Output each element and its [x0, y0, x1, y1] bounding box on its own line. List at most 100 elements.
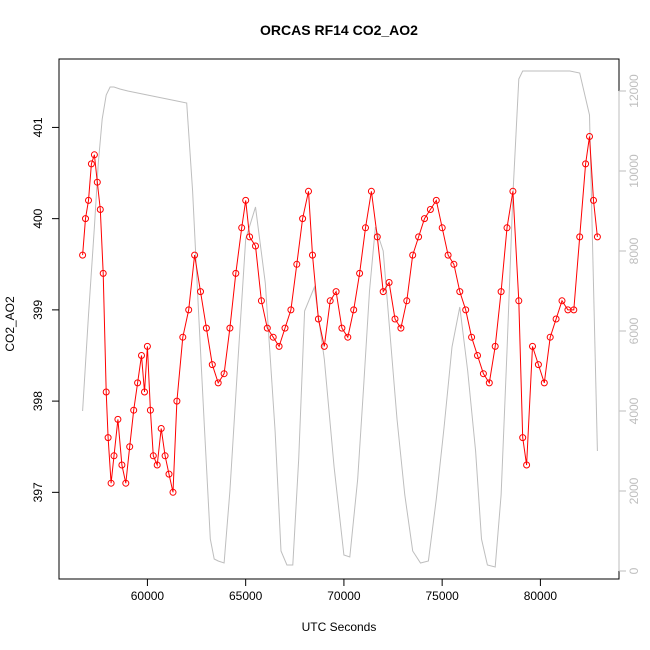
data-point [529, 342, 536, 350]
data-point [373, 233, 381, 241]
y2-tick-label: 8000 [627, 237, 641, 264]
axes-group: 60000 65000 70000 75000 80000397398399400401… [31, 74, 641, 603]
data-point [202, 324, 210, 332]
data-point [326, 297, 334, 305]
data-point [332, 288, 340, 296]
y-tick-label: 397 [31, 482, 45, 502]
y2-tick-label: 10000 [627, 154, 641, 188]
data-point [169, 488, 177, 496]
chart-title: ORCAS RF14 CO2_AO2 [260, 22, 418, 38]
data-point [161, 452, 169, 460]
data-point [485, 379, 493, 387]
data-point [438, 224, 446, 232]
data-point [450, 260, 458, 268]
secondary-series-line [82, 70, 598, 568]
data-point [138, 352, 145, 359]
data-point [403, 297, 411, 305]
data-point [320, 342, 328, 350]
data-point [344, 333, 352, 341]
data-point [523, 461, 531, 469]
data-point [444, 251, 452, 259]
data-point [576, 233, 584, 241]
data-point [479, 370, 487, 378]
data-point [93, 178, 101, 186]
data-point [153, 461, 161, 469]
primary-series-line [82, 136, 598, 493]
plot-frame [58, 58, 620, 580]
data-point [356, 269, 364, 277]
data-point [126, 443, 134, 451]
data-point [287, 306, 295, 314]
y-tick-label: 399 [31, 300, 45, 320]
data-point [96, 206, 104, 213]
x-tick-label: 70000 [327, 589, 361, 603]
y2-tick-label: 12000 [627, 74, 641, 108]
data-point [275, 342, 283, 350]
data-point [149, 452, 157, 460]
data-point [409, 251, 417, 259]
data-point [208, 361, 216, 369]
data-point [102, 388, 110, 396]
data-point [87, 160, 95, 168]
data-point [246, 233, 254, 241]
data-point [593, 233, 601, 241]
data-point [362, 224, 369, 232]
data-point [586, 133, 593, 140]
data-point [350, 306, 358, 314]
data-point [269, 333, 277, 341]
data-point [309, 251, 316, 259]
data-point [220, 370, 228, 378]
data-point [391, 315, 399, 323]
data-point [590, 196, 597, 204]
data-point [104, 434, 112, 442]
data-point [293, 260, 301, 268]
data-point [314, 315, 322, 323]
data-point [462, 306, 470, 314]
x-tick-label: 75000 [425, 589, 459, 603]
data-point [534, 361, 542, 369]
data-point [519, 434, 527, 442]
data-point [99, 269, 107, 277]
data-point [385, 279, 393, 286]
y2-tick-label: 0 [627, 567, 641, 574]
x-tick-label: 80000 [524, 589, 558, 603]
data-point [552, 315, 560, 323]
data-point [90, 151, 98, 159]
data-point [107, 479, 115, 487]
data-point [491, 342, 499, 350]
data-point [232, 269, 240, 277]
y2-tick-label: 2000 [627, 477, 641, 504]
data-point [509, 187, 517, 195]
data-point [134, 379, 142, 387]
x-tick-label: 60000 [131, 589, 165, 603]
data-point [456, 288, 464, 296]
data-point [118, 461, 126, 469]
data-point [191, 251, 199, 259]
data-point [173, 397, 181, 405]
data-point [114, 415, 122, 423]
y2-tick-label: 4000 [627, 397, 641, 424]
data-point [238, 224, 246, 232]
data-point [379, 288, 387, 296]
data-point [157, 425, 165, 432]
data-point [179, 333, 187, 341]
x-axis-label: UTC Seconds [302, 620, 377, 634]
data-point [281, 324, 289, 332]
data-point [474, 352, 481, 359]
data-point [252, 242, 259, 250]
data-point [85, 196, 92, 204]
data-point [79, 251, 87, 259]
data-point [146, 406, 154, 414]
data-point [421, 215, 428, 223]
x-tick-label: 65000 [229, 589, 263, 603]
data-point [165, 470, 173, 478]
data-point [503, 224, 511, 232]
data-point [570, 306, 578, 314]
data-point [130, 406, 138, 414]
data-point [305, 187, 312, 195]
data-point [540, 379, 548, 387]
data-point [257, 297, 265, 305]
data-point [141, 388, 148, 396]
